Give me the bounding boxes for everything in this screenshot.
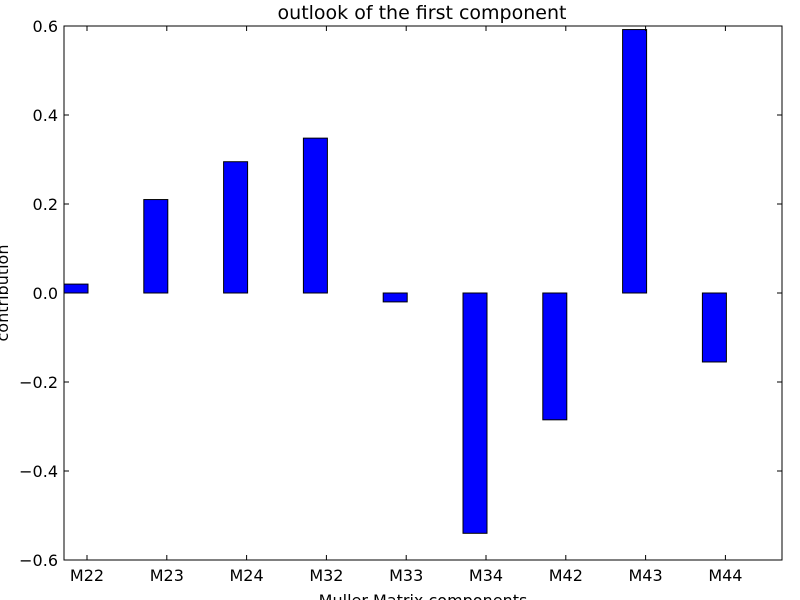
- x-tick-label-m24: M24: [230, 566, 264, 585]
- x-tick-label-m43: M43: [629, 566, 663, 585]
- x-tick-label-m34: M34: [469, 566, 503, 585]
- y-tick-label: −0.6: [19, 551, 58, 570]
- bar-m34: [462, 292, 488, 534]
- x-tick-label-m42: M42: [549, 566, 583, 585]
- x-tick-label-m23: M23: [150, 566, 184, 585]
- chart-title: outlook of the first component: [278, 2, 567, 24]
- bar-m44: [701, 292, 727, 363]
- y-tick-label: −0.2: [19, 373, 58, 392]
- y-tick-label: 0.6: [33, 17, 58, 36]
- bar-m23: [143, 199, 169, 294]
- x-axis-ticks: M22 M23 M24 M32 M33 M34 M42 M43 M44: [70, 26, 742, 585]
- y-tick-label: 0.2: [33, 195, 58, 214]
- x-tick-label-m33: M33: [389, 566, 423, 585]
- y-tick-label: 0.0: [33, 284, 58, 303]
- x-tick-label-m32: M32: [309, 566, 343, 585]
- bar-m32: [302, 137, 328, 294]
- y-tick-label: 0.4: [33, 106, 58, 125]
- bar-m42: [542, 292, 568, 421]
- y-tick-label: −0.4: [19, 462, 58, 481]
- plot-area-frame: [63, 25, 783, 561]
- x-tick-label-m44: M44: [708, 566, 742, 585]
- bar-m22: [63, 283, 89, 294]
- x-tick-label-m22: M22: [70, 566, 104, 585]
- bar-m33: [382, 292, 408, 303]
- x-axis-title: Muller Matrix components: [319, 591, 528, 600]
- bar-m24: [223, 161, 249, 294]
- y-axis-title: contribution: [0, 245, 12, 342]
- bar-m43: [622, 29, 648, 294]
- bars-group: [63, 29, 727, 534]
